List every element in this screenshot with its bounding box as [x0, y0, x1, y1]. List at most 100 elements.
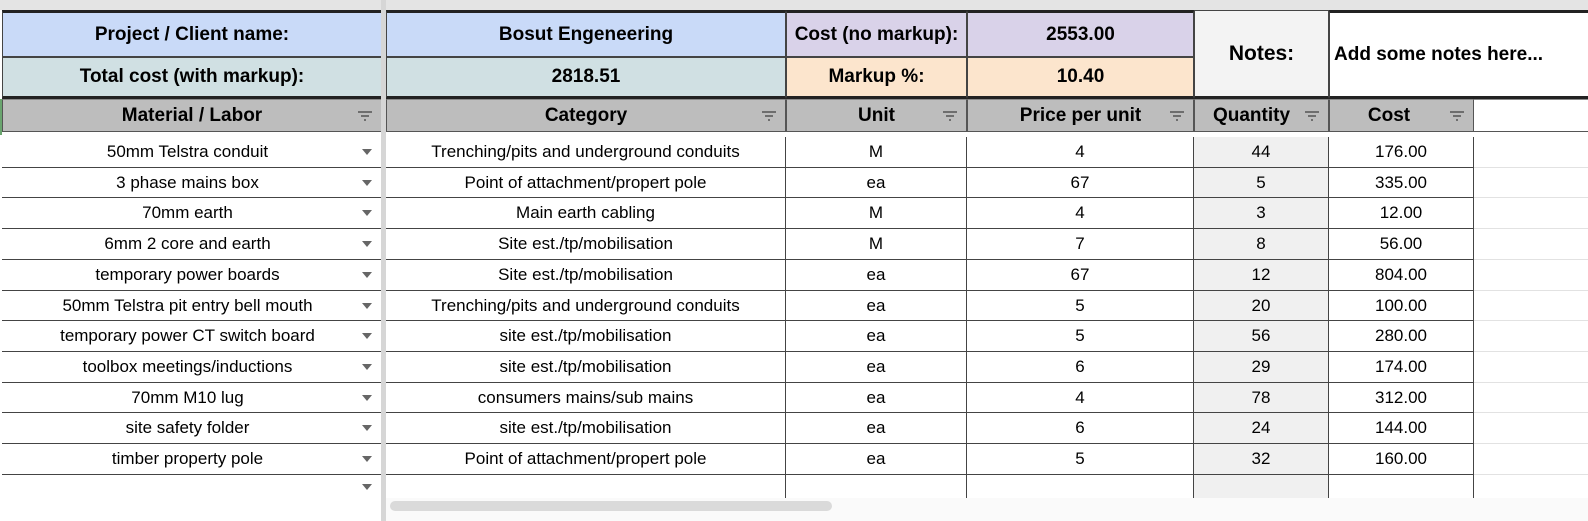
material-cell[interactable]: site safety folder: [2, 413, 382, 444]
price-cell[interactable]: 6: [967, 352, 1194, 383]
category-cell[interactable]: [386, 475, 786, 498]
quantity-cell[interactable]: 20: [1194, 291, 1329, 321]
quantity-cell[interactable]: 24: [1194, 413, 1329, 444]
material-cell[interactable]: 50mm Telstra conduit: [2, 137, 382, 168]
cost-cell[interactable]: 804.00: [1329, 260, 1474, 291]
empty-cell[interactable]: [1474, 260, 1588, 291]
dropdown-arrow-icon[interactable]: [362, 425, 372, 431]
material-cell[interactable]: 6mm 2 core and earth: [2, 229, 382, 260]
quantity-cell[interactable]: 32: [1194, 444, 1329, 475]
category-cell[interactable]: site est./tp/mobilisation: [386, 413, 786, 444]
material-cell[interactable]: 50mm Telstra pit entry bell mouth: [2, 291, 382, 321]
price-cell[interactable]: 67: [967, 168, 1194, 198]
price-cell[interactable]: 5: [967, 321, 1194, 352]
cost-cell[interactable]: 176.00: [1329, 137, 1474, 168]
notes-value-cell[interactable]: Add some notes here...: [1329, 10, 1588, 99]
category-cell[interactable]: Trenching/pits and underground conduits: [386, 291, 786, 321]
unit-cell[interactable]: M: [786, 229, 967, 260]
price-cell[interactable]: 4: [967, 137, 1194, 168]
dropdown-arrow-icon[interactable]: [362, 149, 372, 155]
quantity-cell[interactable]: 8: [1194, 229, 1329, 260]
empty-cell[interactable]: [1474, 321, 1588, 352]
price-cell[interactable]: 5: [967, 444, 1194, 475]
empty-cell[interactable]: [1474, 444, 1588, 475]
quantity-cell[interactable]: 56: [1194, 321, 1329, 352]
unit-cell[interactable]: ea: [786, 260, 967, 291]
notes-label-cell[interactable]: Notes:: [1194, 10, 1329, 99]
cost-cell[interactable]: 174.00: [1329, 352, 1474, 383]
dropdown-arrow-icon[interactable]: [362, 456, 372, 462]
dropdown-arrow-icon[interactable]: [362, 210, 372, 216]
cost-cell[interactable]: 160.00: [1329, 444, 1474, 475]
cost-cell[interactable]: 335.00: [1329, 168, 1474, 198]
filter-icon[interactable]: [1169, 110, 1185, 122]
material-cell[interactable]: temporary power boards: [2, 260, 382, 291]
filter-icon[interactable]: [1449, 110, 1465, 122]
filter-icon[interactable]: [357, 110, 373, 122]
empty-cell[interactable]: [1474, 383, 1588, 413]
quantity-cell[interactable]: 12: [1194, 260, 1329, 291]
dropdown-arrow-icon[interactable]: [362, 179, 372, 186]
dropdown-arrow-icon[interactable]: [362, 272, 372, 278]
quantity-cell[interactable]: 5: [1194, 168, 1329, 198]
empty-cell[interactable]: [1474, 352, 1588, 383]
horizontal-scrollbar-thumb[interactable]: [390, 501, 832, 511]
category-cell[interactable]: Site est./tp/mobilisation: [386, 229, 786, 260]
empty-cell[interactable]: [1474, 413, 1588, 444]
unit-cell[interactable]: ea: [786, 168, 967, 198]
empty-cell[interactable]: [1474, 168, 1588, 198]
column-header-price[interactable]: Price per unit: [967, 99, 1194, 132]
column-header-quantity[interactable]: Quantity: [1194, 99, 1329, 132]
cost-cell[interactable]: 280.00: [1329, 321, 1474, 352]
category-cell[interactable]: Main earth cabling: [386, 198, 786, 229]
total-cost-label-cell[interactable]: Total cost (with markup):: [2, 57, 382, 99]
dropdown-arrow-icon[interactable]: [362, 241, 372, 247]
quantity-cell[interactable]: 44: [1194, 137, 1329, 168]
cost-cell[interactable]: 100.00: [1329, 291, 1474, 321]
category-cell[interactable]: Point of attachment/propert pole: [386, 168, 786, 198]
material-cell[interactable]: 70mm M10 lug: [2, 383, 382, 413]
frozen-column-divider[interactable]: [381, 0, 386, 521]
unit-cell[interactable]: M: [786, 137, 967, 168]
category-cell[interactable]: site est./tp/mobilisation: [386, 352, 786, 383]
dropdown-arrow-icon[interactable]: [362, 483, 372, 490]
filter-icon[interactable]: [942, 110, 958, 122]
category-cell[interactable]: Site est./tp/mobilisation: [386, 260, 786, 291]
empty-header-cell[interactable]: [1474, 99, 1588, 132]
dropdown-arrow-icon[interactable]: [362, 302, 372, 309]
total-cost-value-cell[interactable]: 2818.51: [386, 57, 786, 99]
empty-cell[interactable]: [1474, 291, 1588, 321]
quantity-cell[interactable]: 29: [1194, 352, 1329, 383]
quantity-cell[interactable]: 78: [1194, 383, 1329, 413]
cost-cell[interactable]: 144.00: [1329, 413, 1474, 444]
price-cell[interactable]: 6: [967, 413, 1194, 444]
dropdown-arrow-icon[interactable]: [362, 394, 372, 401]
column-header-unit[interactable]: Unit: [786, 99, 967, 132]
material-cell[interactable]: timber property pole: [2, 444, 382, 475]
project-value-cell[interactable]: Bosut Engeneering: [386, 10, 786, 57]
cost-cell[interactable]: 56.00: [1329, 229, 1474, 260]
empty-cell[interactable]: [1474, 475, 1588, 498]
category-cell[interactable]: consumers mains/sub mains: [386, 383, 786, 413]
price-cell[interactable]: 5: [967, 291, 1194, 321]
unit-cell[interactable]: ea: [786, 352, 967, 383]
unit-cell[interactable]: ea: [786, 321, 967, 352]
unit-cell[interactable]: ea: [786, 383, 967, 413]
unit-cell[interactable]: ea: [786, 291, 967, 321]
quantity-cell[interactable]: 3: [1194, 198, 1329, 229]
material-cell[interactable]: 3 phase mains box: [2, 168, 382, 198]
markup-label-cell[interactable]: Markup %:: [786, 57, 967, 99]
markup-value-cell[interactable]: 10.40: [967, 57, 1194, 99]
column-header-cost[interactable]: Cost: [1329, 99, 1474, 132]
unit-cell[interactable]: M: [786, 198, 967, 229]
filter-icon[interactable]: [1304, 110, 1320, 122]
price-cell[interactable]: 4: [967, 198, 1194, 229]
material-cell[interactable]: 70mm earth: [2, 198, 382, 229]
column-header-material[interactable]: Material / Labor: [2, 99, 382, 132]
cost-cell[interactable]: 312.00: [1329, 383, 1474, 413]
empty-cell[interactable]: [1474, 229, 1588, 260]
material-cell[interactable]: toolbox meetings/inductions: [2, 352, 382, 383]
dropdown-arrow-icon[interactable]: [362, 364, 372, 370]
cost-no-markup-label-cell[interactable]: Cost (no markup):: [786, 10, 967, 57]
price-cell[interactable]: 67: [967, 260, 1194, 291]
